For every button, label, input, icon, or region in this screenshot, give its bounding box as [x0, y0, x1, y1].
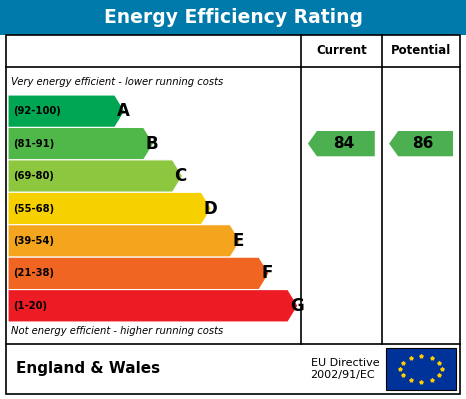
- Bar: [386, 348, 456, 390]
- Polygon shape: [8, 257, 269, 290]
- Polygon shape: [389, 131, 453, 156]
- Text: Energy Efficiency Rating: Energy Efficiency Rating: [103, 8, 363, 27]
- Polygon shape: [8, 192, 212, 225]
- Text: 84: 84: [333, 136, 354, 151]
- Polygon shape: [308, 131, 375, 156]
- Text: (81-91): (81-91): [13, 138, 54, 149]
- Bar: [0, 0, 466, 35]
- Text: (39-54): (39-54): [13, 236, 54, 246]
- Polygon shape: [8, 160, 183, 192]
- Text: Not energy efficient - higher running costs: Not energy efficient - higher running co…: [11, 326, 223, 336]
- Text: Current: Current: [316, 45, 367, 57]
- Polygon shape: [8, 290, 298, 322]
- Text: (21-38): (21-38): [13, 269, 54, 279]
- Text: F: F: [261, 265, 273, 282]
- Text: 86: 86: [412, 136, 434, 151]
- Bar: [6, 35, 460, 394]
- Text: EU Directive
2002/91/EC: EU Directive 2002/91/EC: [310, 358, 379, 380]
- Text: G: G: [290, 297, 304, 315]
- Text: (1-20): (1-20): [13, 301, 47, 311]
- Text: Very energy efficient - lower running costs: Very energy efficient - lower running co…: [11, 77, 223, 87]
- Text: B: B: [146, 134, 158, 153]
- Text: England & Wales: England & Wales: [16, 361, 160, 377]
- Text: (69-80): (69-80): [13, 171, 54, 181]
- Text: (92-100): (92-100): [13, 106, 61, 116]
- Polygon shape: [8, 225, 240, 257]
- Polygon shape: [8, 95, 125, 127]
- Text: E: E: [232, 232, 244, 250]
- Text: (55-68): (55-68): [13, 203, 54, 213]
- Text: C: C: [174, 167, 187, 185]
- Polygon shape: [8, 127, 154, 160]
- Text: D: D: [203, 200, 217, 217]
- Text: Potential: Potential: [391, 45, 451, 57]
- Text: A: A: [117, 102, 130, 120]
